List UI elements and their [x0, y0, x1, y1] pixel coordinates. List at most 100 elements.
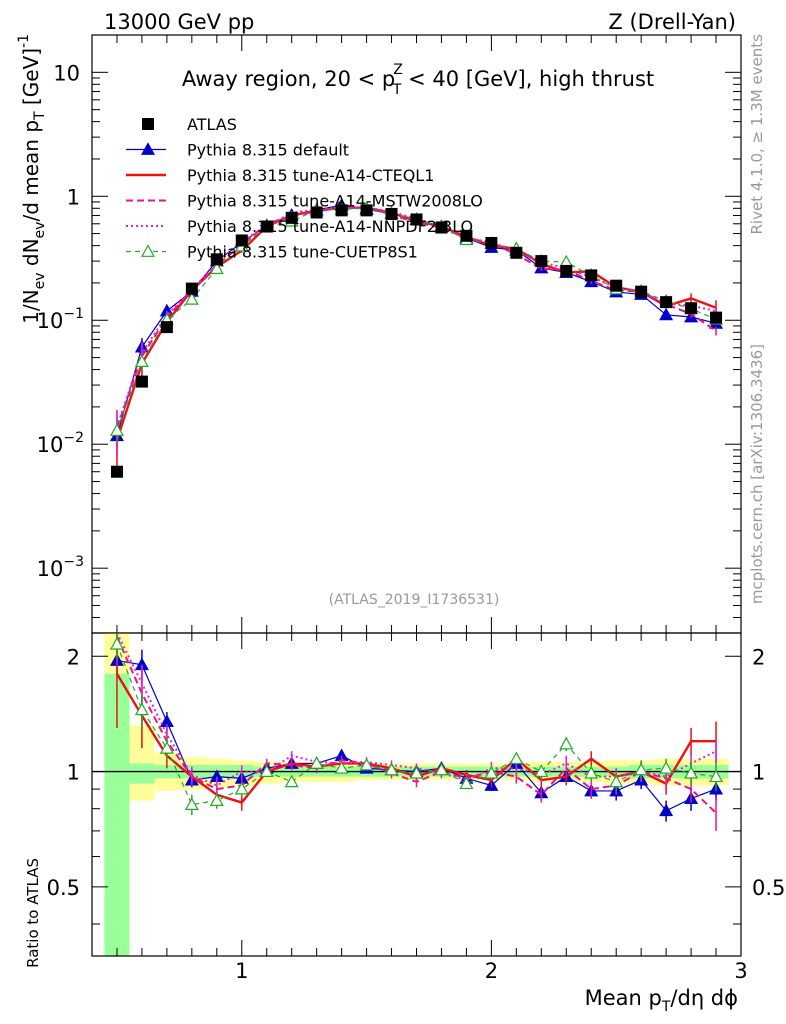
- series-4-ratio-point: [284, 774, 299, 788]
- data-point: [685, 302, 698, 315]
- y-tick-label: 10−3: [37, 554, 84, 581]
- x-tick-label: 3: [734, 959, 747, 983]
- data-point: [285, 211, 298, 224]
- series-4-ratio-point: [384, 762, 399, 776]
- series-4-ratio-point: [159, 741, 174, 754]
- data-point: [360, 204, 373, 217]
- plot-title: Away region, 20 < pZ T < 40 [GeV], high t…: [182, 62, 654, 98]
- ratio-y-tick-label-right: 2: [752, 645, 765, 669]
- main-series-layer: [109, 197, 724, 478]
- series-4-ratio-point: [509, 751, 524, 765]
- side-label-mcplots: mcplots.cern.ch [arXiv:1306.3436]: [748, 344, 766, 604]
- x-tick-label: 2: [485, 959, 498, 983]
- series-4-ratio-point: [709, 769, 724, 783]
- series-4-ratio-point: [609, 774, 624, 788]
- data-point: [410, 213, 423, 226]
- series-4-ratio-point: [184, 797, 199, 810]
- series-4-ratio-point: [559, 736, 574, 750]
- header-right: Z (Drell-Yan): [608, 10, 736, 34]
- series-4-ratio-point: [209, 793, 224, 806]
- data-point: [235, 234, 248, 247]
- series-4-ratio-point: [684, 765, 699, 779]
- series-4-ratio-point: [134, 702, 149, 716]
- data-point: [710, 311, 723, 324]
- data-point: [510, 246, 523, 259]
- series-2-main-line: [116, 205, 717, 429]
- legend-label: ATLAS: [187, 115, 237, 134]
- series-4-main-point: [184, 292, 199, 305]
- header-left: 13000 GeV pp: [104, 10, 254, 34]
- data-point: [310, 206, 323, 219]
- series-4-ratio-point: [459, 776, 474, 790]
- data-point: [435, 221, 448, 234]
- x-axis-label: Mean pT/dη dϕ: [585, 986, 738, 1015]
- y-tick-label: 10−1: [37, 306, 84, 333]
- series-4-ratio-point: [334, 761, 349, 774]
- data-point: [110, 465, 123, 478]
- ratio-y-tick-label-right: 1: [752, 761, 765, 785]
- series-4-ratio-point: [659, 761, 674, 774]
- series-4-ratio-point: [309, 756, 324, 769]
- legend: ATLAS Pythia 8.315 default Pythia 8.315 tu…: [126, 115, 483, 262]
- data-point: [535, 255, 548, 268]
- series-4-ratio-point: [584, 765, 599, 779]
- series-0-main-line: [116, 204, 717, 436]
- ratio-axis-label: Ratio to ATLAS: [24, 858, 42, 968]
- ratio-y-tick-label: 1: [67, 761, 80, 785]
- data-point: [560, 264, 573, 277]
- series-4-ratio-point: [634, 762, 649, 776]
- legend-label: Pythia 8.315 tune-A14-NNPDF2.3LO: [187, 217, 473, 236]
- series-4-ratio-point: [534, 764, 549, 777]
- y-axis-label: 1/Nev dNev/d mean pT [GeV]-1: [16, 34, 48, 324]
- data-point: [160, 321, 173, 334]
- y-tick-label: 10−2: [37, 430, 84, 457]
- data-point: [610, 279, 623, 292]
- legend-marker-data: [142, 118, 154, 130]
- data-point: [185, 282, 198, 295]
- data-point: [660, 296, 673, 309]
- ratio-y-tick-label-right: 0.5: [752, 876, 785, 900]
- data-point: [135, 375, 148, 388]
- main-panel: 10 1 10−1 10−2 10−3 ATLAS Pythia 8.315 default…: [37, 34, 742, 634]
- series-4-ratio-point: [359, 757, 374, 771]
- data-point: [585, 269, 598, 282]
- series-3-main-line: [116, 206, 717, 428]
- side-label-rivet: Rivet 4.1.0, ≥ 1.3M events: [748, 34, 766, 235]
- legend-marker: [140, 142, 156, 155]
- series-4-ratio-point: [484, 765, 499, 779]
- series-4-ratio-point: [109, 636, 124, 650]
- data-point: [335, 204, 348, 217]
- y-tick-label: 1: [67, 185, 80, 209]
- legend-label: Pythia 8.315 tune-A14-MSTW2008LO: [187, 192, 483, 211]
- ratio-series-layer: [109, 633, 724, 831]
- ratio-y-tick-label: 2: [67, 645, 80, 669]
- y-tick-label: 10: [53, 61, 80, 85]
- data-point: [385, 207, 398, 220]
- legend-label: Pythia 8.315 default: [187, 141, 349, 160]
- series-4-main-point: [209, 261, 224, 275]
- legend-marker: [140, 244, 156, 257]
- x-tick-label: 1: [235, 959, 248, 983]
- legend-label: Pythia 8.315 tune-CUETP8S1: [187, 243, 418, 262]
- ratio-frame: [91, 632, 742, 957]
- ratio-y-tick-label: 0.5: [47, 876, 80, 900]
- data-point: [210, 253, 223, 266]
- series-4-main-point: [134, 354, 149, 367]
- data-point: [260, 220, 273, 233]
- data-point: [485, 236, 498, 249]
- series-4-ratio-point: [409, 765, 424, 779]
- series-4-main-point: [109, 423, 124, 436]
- legend-label: Pythia 8.315 tune-A14-CTEQL1: [187, 166, 434, 185]
- data-point: [460, 229, 473, 242]
- series-0-main-point: [659, 307, 674, 321]
- series-4-ratio-point: [234, 781, 249, 795]
- data-point: [635, 285, 648, 298]
- series-0-ratio-point: [659, 803, 674, 817]
- series-4-ratio-point: [259, 764, 274, 777]
- analysis-label: (ATLAS_2019_I1736531): [329, 592, 500, 608]
- series-4-ratio-point: [434, 762, 449, 776]
- ratio-panel: 1 2 3 2 2 1 1 0.5 0.5: [47, 632, 785, 983]
- band-green-bin: [129, 763, 155, 784]
